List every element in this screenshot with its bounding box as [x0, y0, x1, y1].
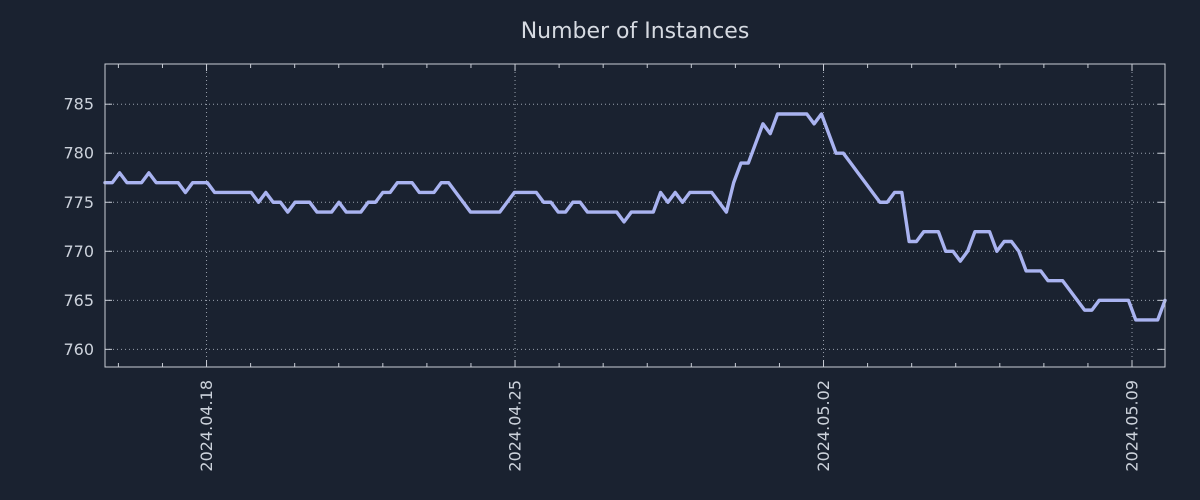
- chart-title: Number of Instances: [521, 19, 750, 44]
- axis-labels: 760 765 770 775 780 785 2024.04.18 2024.04.25 20…: [63, 95, 1141, 472]
- x-tick-label: 2024.04.25: [506, 380, 525, 472]
- x-tick-label: 2024.05.09: [1123, 380, 1142, 472]
- plot-border: [104, 63, 1166, 368]
- y-tick-label: 770: [63, 242, 94, 261]
- axis-ticks: [105, 64, 1165, 367]
- y-tick-label: 760: [63, 340, 94, 359]
- gridlines: [105, 64, 1165, 367]
- y-tick-label: 775: [63, 193, 94, 212]
- series-line-instances: [103, 112, 1167, 322]
- x-tick-label: 2024.04.18: [197, 380, 216, 472]
- y-tick-label: 780: [63, 144, 94, 163]
- y-tick-label: 765: [63, 291, 94, 310]
- y-tick-label: 785: [63, 95, 94, 114]
- series-layer: [103, 112, 1167, 322]
- x-tick-label: 2024.05.02: [814, 380, 833, 472]
